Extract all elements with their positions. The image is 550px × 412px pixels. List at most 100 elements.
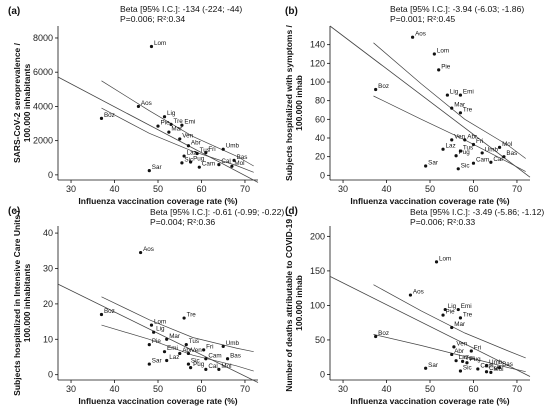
x-tick-label: 50 — [153, 384, 163, 394]
point-label: Aos — [415, 31, 426, 38]
regression-stats: Beta [95% I.C.]: -0.61 (-0.99; -0.22) — [150, 207, 284, 217]
data-point — [99, 116, 104, 120]
y-tick-label: 200 — [310, 231, 325, 241]
x-tick-label: 50 — [153, 184, 163, 194]
point-label: Aos — [141, 100, 152, 107]
ci-lower-curve — [101, 324, 254, 372]
data-point — [221, 344, 225, 348]
point-label: Mar — [169, 333, 180, 340]
regression-stats: Beta [95% I.C.]: -3.49 (-5.86; -1.12) — [410, 207, 544, 217]
point-label: Lom — [154, 40, 166, 47]
point-label: Umb — [489, 359, 503, 366]
data-point — [186, 362, 191, 366]
point-label: Lom — [154, 319, 166, 326]
x-tick-label: 60 — [468, 184, 478, 194]
data-point — [182, 154, 186, 158]
point-label: Lig — [448, 303, 457, 310]
point-label: Sic — [461, 162, 470, 169]
point-label: Lom — [439, 255, 451, 262]
data-point — [471, 142, 476, 147]
data-point — [165, 358, 169, 363]
point-label: Mar — [171, 126, 182, 133]
x-tick-label: 70 — [512, 384, 522, 394]
data-point — [186, 351, 191, 356]
x-tick-label: 40 — [382, 384, 392, 394]
point-label: Mol — [221, 363, 231, 370]
data-point — [225, 357, 230, 361]
data-point — [180, 123, 184, 127]
point-label: Cal — [221, 158, 230, 165]
x-tick-label: 70 — [240, 184, 250, 194]
point-label: Tus — [465, 355, 475, 362]
x-tick-label: 70 — [512, 184, 522, 194]
data-point — [456, 307, 460, 312]
x-tick-label: 50 — [425, 184, 435, 194]
data-point — [454, 359, 458, 363]
data-point — [424, 164, 428, 168]
panel-letter: (a) — [8, 6, 20, 17]
point-label: Aos — [143, 246, 154, 253]
data-point — [147, 168, 151, 173]
x-tick-label: 30 — [338, 384, 348, 394]
data-point — [186, 144, 191, 148]
data-point — [450, 138, 454, 142]
point-label: Mol — [493, 366, 503, 373]
data-point — [232, 158, 236, 162]
data-point — [484, 363, 489, 368]
data-point — [195, 151, 199, 156]
data-point — [471, 161, 476, 165]
point-label: Emi — [184, 119, 195, 126]
x-tick-label: 40 — [110, 184, 120, 194]
x-tick-label: 60 — [468, 384, 478, 394]
ci-upper-curve — [373, 284, 526, 359]
point-label: Pug — [193, 156, 205, 163]
point-label: Fri — [476, 138, 483, 145]
point-label: Tre — [463, 311, 473, 318]
data-point — [445, 93, 449, 97]
panel-letter: (b) — [285, 6, 298, 17]
point-label: Pie — [161, 120, 171, 127]
data-point — [411, 35, 415, 39]
data-point — [458, 111, 463, 115]
y-tick-label: 100 — [310, 300, 325, 310]
y-tick-label: 60 — [315, 114, 325, 124]
point-label: Pug — [193, 361, 205, 368]
point-label: Pie — [152, 338, 162, 345]
x-tick-label: 60 — [196, 384, 206, 394]
data-point — [184, 342, 188, 347]
data-point — [230, 164, 234, 168]
y-axis-title: Subjects hospitalized in Intensive Care … — [12, 210, 32, 396]
point-label: Mar — [454, 321, 465, 328]
data-point — [452, 345, 456, 349]
point-label: Lig — [450, 89, 459, 96]
data-point — [162, 115, 167, 119]
point-label: Abr — [454, 348, 464, 355]
y-tick-label: 150 — [310, 266, 325, 276]
data-point — [458, 316, 463, 320]
x-axis-title: Influenza vaccination coverage rate (%) — [78, 396, 237, 406]
y-tick-label: 6000 — [33, 67, 53, 77]
p-value-r2: P=0.004; R²:0.36 — [150, 217, 215, 227]
point-label: Cam — [208, 352, 221, 359]
data-point — [178, 137, 182, 141]
data-point — [489, 370, 493, 375]
regression-line — [57, 283, 259, 383]
point-label: Abr — [182, 347, 192, 354]
point-label: Ven — [182, 132, 193, 139]
y-tick-label: 20 — [43, 299, 53, 309]
point-label: Emi — [461, 303, 472, 310]
y-axis-title: Subjects hospitalized with symptoms /100… — [284, 24, 304, 180]
point-label: Mol — [502, 141, 512, 148]
data-point — [441, 147, 445, 151]
data-point — [458, 149, 463, 153]
data-point — [149, 44, 154, 49]
regression-stats: Beta [95% I.C.]: -134 (-224; -44) — [120, 4, 242, 14]
panel-a: (a) Beta [95% I.C.]: -134 (-224; -44)P=0.… — [8, 4, 259, 206]
data-point — [454, 154, 458, 158]
point-label: Sar — [152, 164, 162, 171]
point-label: Bas — [230, 352, 241, 359]
data-point — [162, 350, 167, 354]
y-tick-label: 140 — [310, 40, 325, 50]
